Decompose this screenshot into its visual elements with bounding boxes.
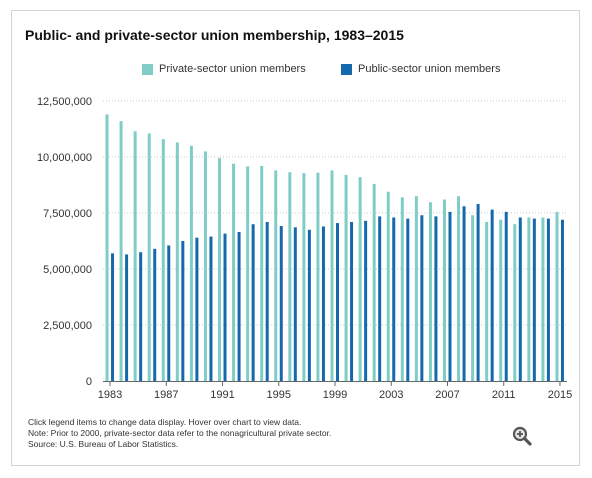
private-sector-bar[interactable] <box>302 173 306 381</box>
private-sector-bar[interactable] <box>358 177 362 381</box>
public-sector-bar[interactable] <box>251 224 255 381</box>
x-tick-label: 1999 <box>323 389 347 401</box>
private-sector-bar[interactable] <box>428 202 432 381</box>
private-sector-bar[interactable] <box>316 172 320 381</box>
private-sector-bar[interactable] <box>457 196 461 381</box>
y-tick-label: 7,500,000 <box>43 208 92 220</box>
private-sector-bar[interactable] <box>485 221 489 381</box>
private-sector-bar[interactable] <box>471 215 475 381</box>
private-sector-bar[interactable] <box>218 158 222 381</box>
private-sector-bar[interactable] <box>119 121 123 381</box>
private-sector-bar[interactable] <box>499 219 503 381</box>
private-sector-bar[interactable] <box>147 133 151 381</box>
x-tick-label: 2011 <box>492 389 516 401</box>
legend-label-private-sector: Private-sector union members <box>159 63 306 75</box>
private-sector-bar[interactable] <box>203 151 207 381</box>
private-sector-bar[interactable] <box>232 163 236 381</box>
chart-notes: Click legend items to change data displa… <box>28 417 331 450</box>
legend-item-private-sector[interactable]: Private-sector union members <box>142 63 306 75</box>
public-sector-bar[interactable] <box>518 217 522 381</box>
private-sector-bar[interactable] <box>527 217 531 381</box>
note-private-sector: Note: Prior to 2000, private-sector data… <box>28 428 332 438</box>
x-tick-label: 1991 <box>210 389 234 401</box>
private-sector-bar[interactable] <box>372 183 376 381</box>
private-sector-bar[interactable] <box>105 114 109 381</box>
x-tick-label: 1995 <box>267 389 291 401</box>
private-sector-bar[interactable] <box>442 199 446 381</box>
public-sector-bar[interactable] <box>279 225 283 381</box>
public-sector-bar[interactable] <box>560 219 564 381</box>
public-sector-bar[interactable] <box>350 221 354 381</box>
private-sector-bar[interactable] <box>513 224 517 381</box>
public-sector-bar[interactable] <box>462 206 466 381</box>
private-sector-bar[interactable] <box>288 172 292 381</box>
x-tick-label: 2015 <box>548 389 572 401</box>
note-source: Source: U.S. Bureau of Labor Statistics. <box>28 439 179 449</box>
public-sector-bar[interactable] <box>237 232 241 381</box>
private-sector-bar[interactable] <box>330 170 334 381</box>
private-sector-bar[interactable] <box>175 142 179 381</box>
public-sector-bar[interactable] <box>209 236 213 381</box>
x-tick-label: 2003 <box>379 389 403 401</box>
y-tick-label: 0 <box>86 376 92 388</box>
chart-legend: Private-sector union members Public-sect… <box>0 63 592 77</box>
legend-swatch-public-sector <box>341 63 352 75</box>
public-sector-bar[interactable] <box>364 220 368 381</box>
y-tick-label: 10,000,000 <box>37 152 92 164</box>
public-sector-bar[interactable] <box>434 216 438 381</box>
public-sector-bar[interactable] <box>125 254 129 381</box>
y-tick-label: 5,000,000 <box>43 264 92 276</box>
public-sector-bar[interactable] <box>546 218 550 381</box>
x-tick-label: 1987 <box>154 389 178 401</box>
public-sector-bar[interactable] <box>307 229 311 381</box>
public-sector-bar[interactable] <box>490 209 494 381</box>
private-sector-bar[interactable] <box>161 139 165 381</box>
chart-title: Public- and private-sector union members… <box>25 27 404 43</box>
note-instructions: Click legend items to change data displa… <box>28 417 302 427</box>
public-sector-bar[interactable] <box>181 241 185 381</box>
zoom-in-icon[interactable] <box>512 426 532 446</box>
public-sector-bar[interactable] <box>167 245 171 381</box>
legend-swatch-private-sector <box>142 63 153 75</box>
public-sector-bar[interactable] <box>420 215 424 381</box>
private-sector-bar[interactable] <box>555 211 559 381</box>
public-sector-bar[interactable] <box>504 211 508 381</box>
public-sector-bar[interactable] <box>223 233 227 381</box>
public-sector-bar[interactable] <box>378 216 382 381</box>
x-tick-label: 1983 <box>98 389 122 401</box>
private-sector-bar[interactable] <box>541 217 545 381</box>
public-sector-bar[interactable] <box>195 237 199 381</box>
private-sector-bar[interactable] <box>344 174 348 381</box>
y-tick-label: 12,500,000 <box>37 96 92 108</box>
private-sector-bar[interactable] <box>414 196 418 381</box>
public-sector-bar[interactable] <box>293 227 297 381</box>
public-sector-bar[interactable] <box>265 221 269 381</box>
public-sector-bar[interactable] <box>476 204 480 381</box>
x-tick-label: 2007 <box>435 389 459 401</box>
public-sector-bar[interactable] <box>336 223 339 381</box>
private-sector-bar[interactable] <box>260 165 264 381</box>
private-sector-bar[interactable] <box>133 131 137 381</box>
legend-item-public-sector[interactable]: Public-sector union members <box>341 63 500 75</box>
private-sector-bar[interactable] <box>246 166 250 381</box>
public-sector-bar[interactable] <box>111 253 115 381</box>
public-sector-bar[interactable] <box>532 218 536 381</box>
private-sector-bar[interactable] <box>400 197 404 381</box>
y-tick-label: 2,500,000 <box>43 320 92 332</box>
public-sector-bar[interactable] <box>321 226 325 381</box>
private-sector-bar[interactable] <box>386 191 390 381</box>
public-sector-bar[interactable] <box>448 211 452 381</box>
private-sector-bar[interactable] <box>274 170 278 381</box>
public-sector-bar[interactable] <box>139 252 143 381</box>
legend-label-public-sector: Public-sector union members <box>358 63 501 75</box>
private-sector-bar[interactable] <box>189 145 193 381</box>
public-sector-bar[interactable] <box>406 218 410 381</box>
public-sector-bar[interactable] <box>153 248 157 381</box>
public-sector-bar[interactable] <box>392 217 396 381</box>
